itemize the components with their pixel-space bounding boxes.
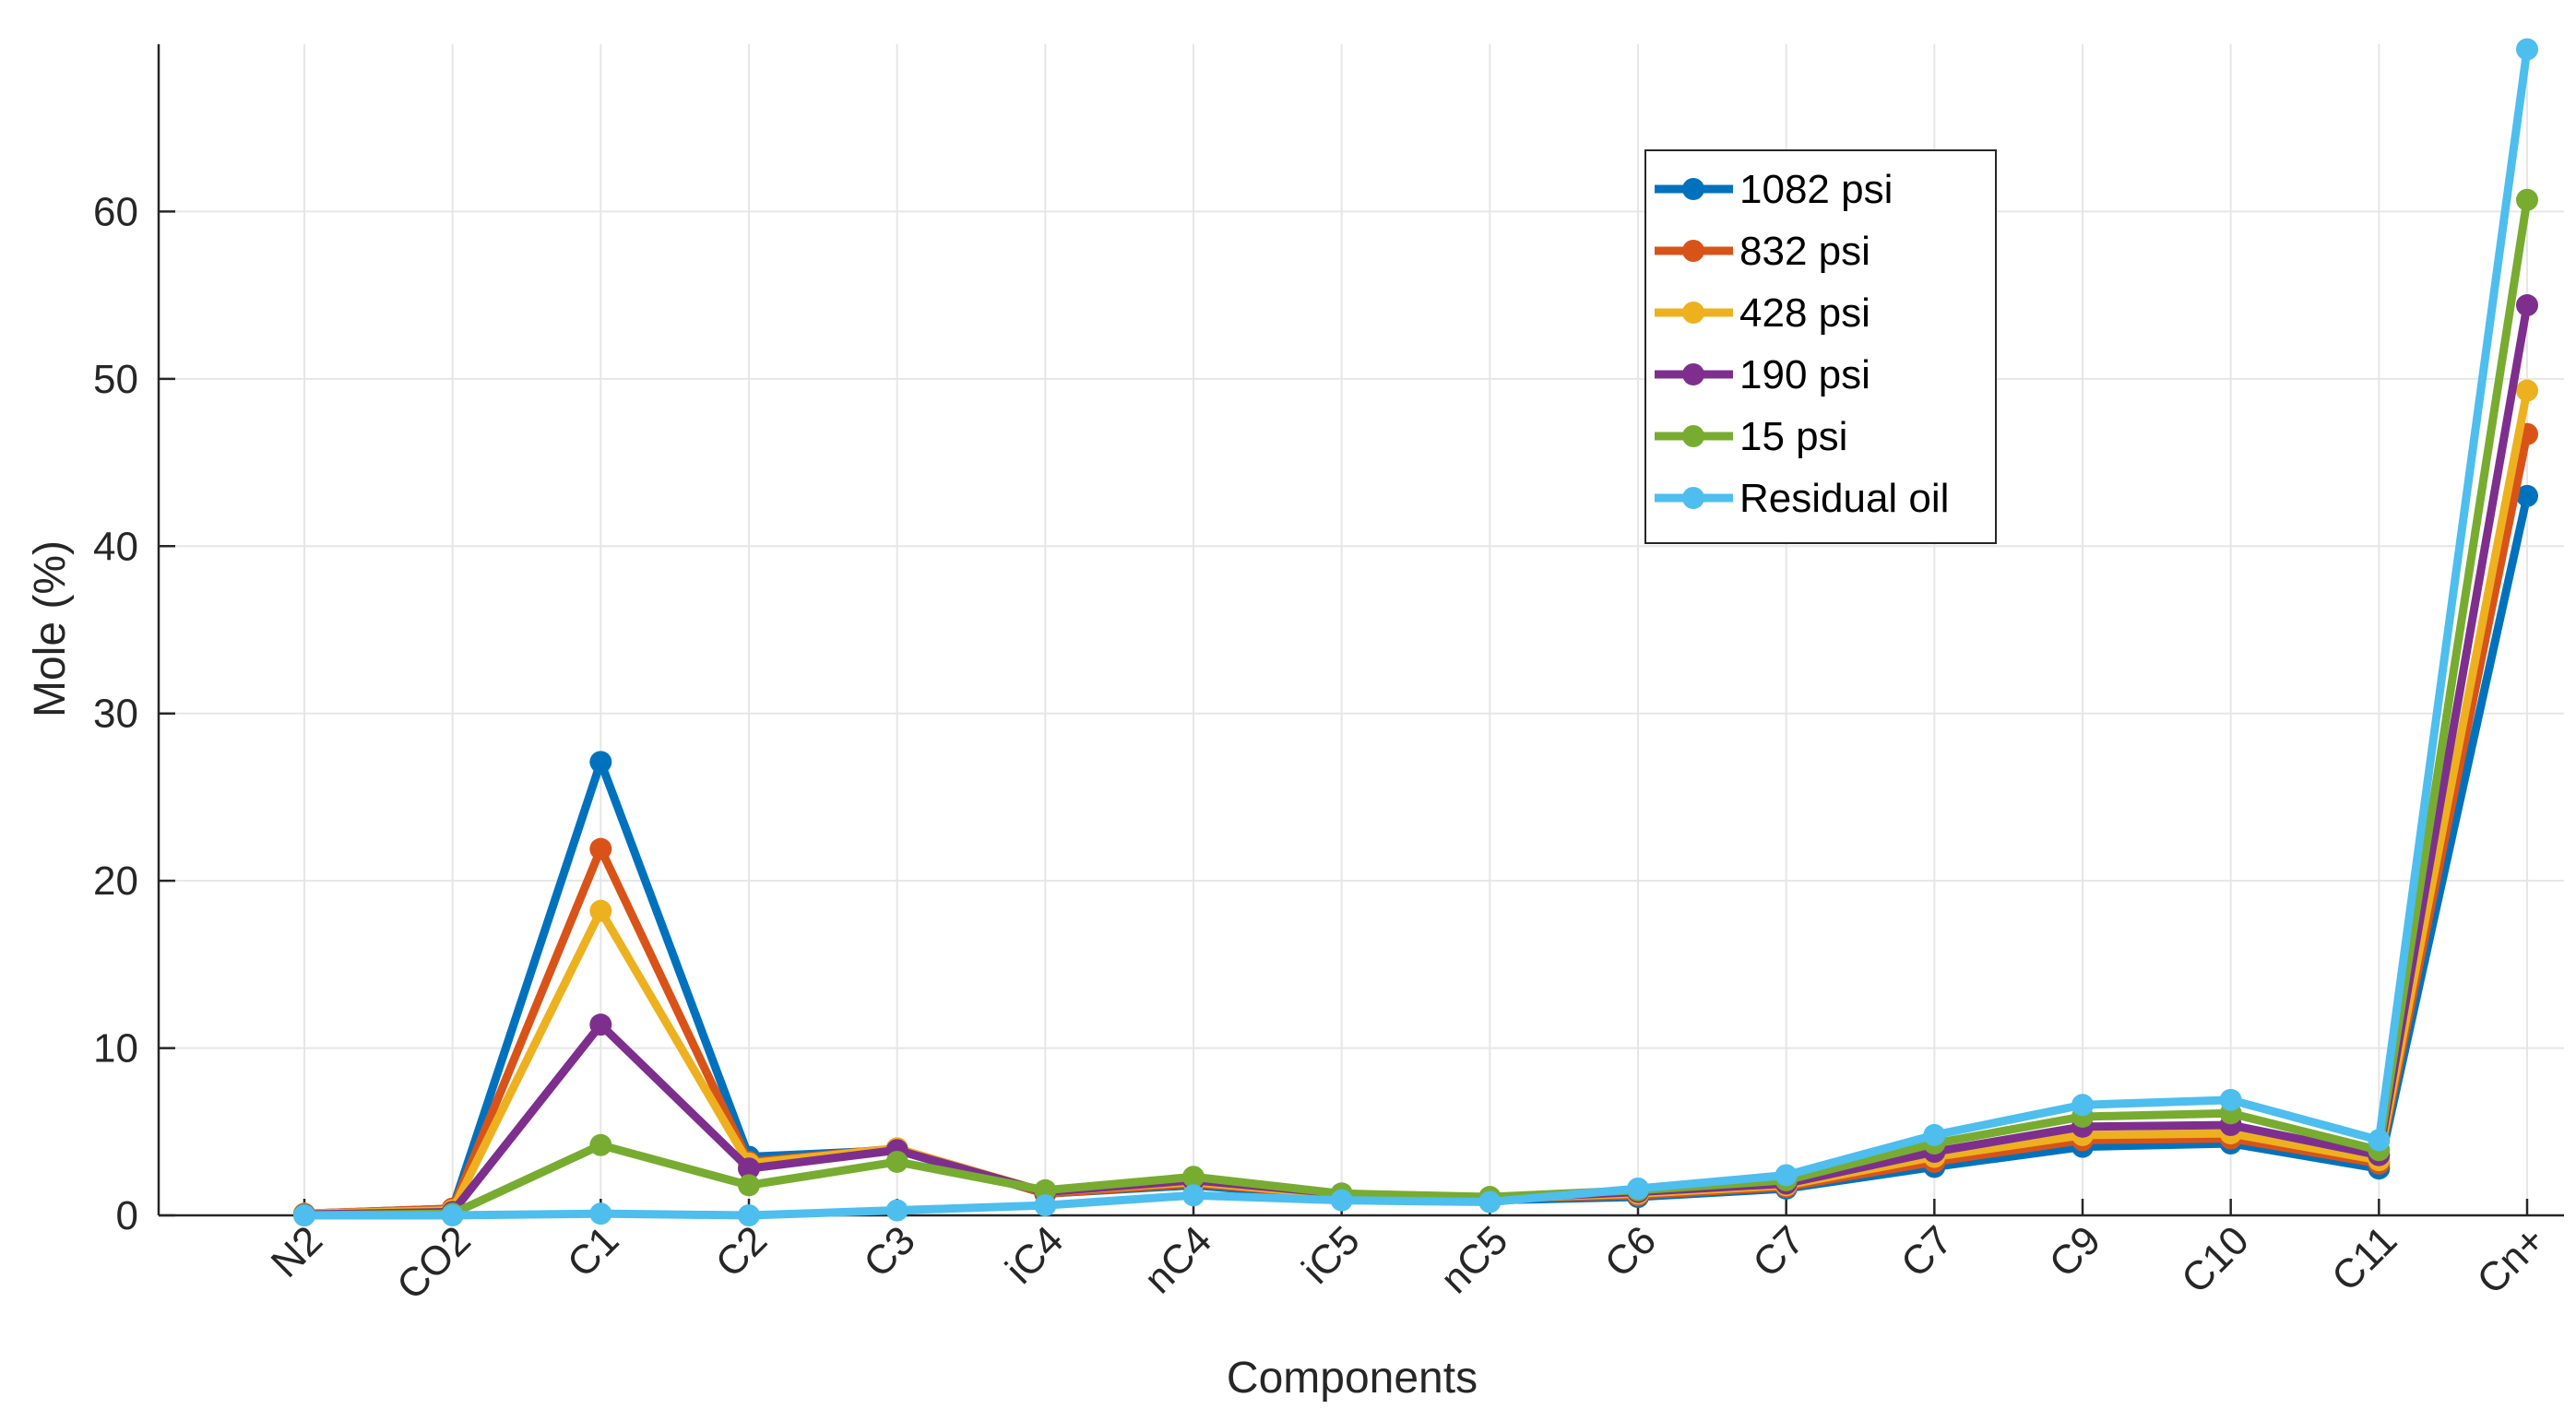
- data-point: [1330, 1189, 1353, 1212]
- data-point: [885, 1199, 908, 1222]
- data-point: [2368, 1129, 2391, 1152]
- legend-swatch-marker: [1682, 240, 1704, 262]
- y-axis-label: Mole (%): [26, 540, 75, 717]
- legend: 1082 psi 832 psi 428 psi 190 psi 15 psi Resid…: [1644, 149, 1997, 544]
- legend-label: Residual oil: [1739, 476, 1949, 521]
- y-tick-label: 20: [93, 859, 138, 904]
- legend-label: 1082 psi: [1739, 167, 1893, 212]
- data-point: [2516, 379, 2538, 402]
- legend-swatch-marker: [1682, 363, 1704, 385]
- legend-label: 190 psi: [1739, 352, 1870, 397]
- data-point: [2516, 188, 2538, 211]
- data-point: [2071, 1094, 2094, 1117]
- y-tick-label: 30: [93, 692, 138, 737]
- data-point: [441, 1204, 464, 1226]
- legend-item: 15 psi: [1655, 414, 1847, 459]
- data-point: [1182, 1184, 1205, 1207]
- series-line: [303, 199, 2532, 1220]
- data-point: [589, 1133, 612, 1156]
- series-residual-oil: [293, 38, 2538, 1226]
- data-point: [738, 1157, 760, 1180]
- data-point: [2516, 484, 2538, 507]
- data-point: [1627, 1177, 1649, 1200]
- data-point: [1182, 1166, 1205, 1189]
- data-point: [885, 1150, 908, 1173]
- data-point: [1034, 1194, 1057, 1217]
- series-lines: [293, 38, 2538, 1226]
- data-point: [2516, 38, 2538, 61]
- data-point: [589, 751, 612, 774]
- data-point: [589, 1202, 612, 1226]
- data-point: [293, 1204, 315, 1226]
- legend-swatch-marker: [1682, 425, 1704, 447]
- legend-swatch-marker: [1682, 178, 1704, 200]
- legend-item: 428 psi: [1655, 290, 1870, 336]
- data-point: [738, 1204, 760, 1226]
- legend-swatch-marker: [1682, 302, 1704, 324]
- series-line: [304, 48, 2532, 1220]
- legend-label: 832 psi: [1739, 229, 1870, 274]
- y-tick-label: 0: [116, 1193, 138, 1238]
- y-tick-label: 40: [93, 524, 138, 569]
- data-point: [589, 899, 612, 922]
- data-point: [2219, 1088, 2242, 1111]
- data-point: [2516, 294, 2538, 317]
- legend-item: 190 psi: [1655, 352, 1870, 397]
- legend-label: 428 psi: [1739, 290, 1870, 336]
- x-axis-label: Components: [1227, 1354, 1478, 1403]
- data-point: [589, 837, 612, 860]
- legend-item: 1082 psi: [1655, 167, 1893, 212]
- data-point: [589, 1013, 612, 1036]
- y-tick-label: 60: [93, 189, 138, 234]
- legend-label: 15 psi: [1739, 414, 1847, 459]
- data-point: [1478, 1190, 1502, 1214]
- legend-item: 832 psi: [1655, 229, 1870, 274]
- data-point: [1775, 1164, 1798, 1187]
- data-point: [738, 1174, 760, 1197]
- y-tick-label: 50: [93, 357, 138, 402]
- legend-swatch-marker: [1682, 487, 1704, 509]
- y-tick-label: 10: [93, 1026, 138, 1072]
- legend-item: Residual oil: [1655, 476, 1949, 521]
- legend-box: [1644, 149, 1997, 544]
- data-point: [1923, 1123, 1946, 1146]
